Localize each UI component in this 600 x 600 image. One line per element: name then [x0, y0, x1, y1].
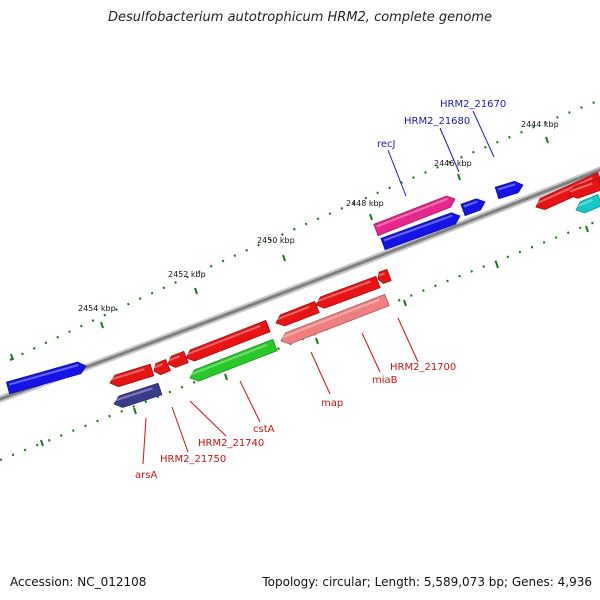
gene-label-csta[interactable]: cstA — [253, 424, 275, 435]
gene-reverse-21700[interactable] — [377, 268, 392, 284]
gene-reverse-arsA-b-highlight — [154, 363, 164, 369]
major-tick — [224, 373, 228, 381]
major-tick — [10, 353, 14, 361]
connector-map — [310, 351, 331, 395]
connector-miab — [361, 332, 381, 373]
major-tick — [369, 213, 373, 221]
tick-label-2446: 2446 kbp — [434, 159, 472, 168]
label-connectors — [142, 110, 495, 465]
major-tick — [457, 173, 461, 181]
connector-21750 — [171, 406, 189, 453]
major-ticks — [10, 136, 589, 447]
gene-forward-recj-lower-highlight — [383, 214, 453, 242]
tick-label-2454: 2454 kbp — [78, 304, 116, 313]
gene-forward-recj-highlight — [376, 197, 448, 228]
major-tick — [545, 136, 549, 144]
gene-reverse-cstA-rna[interactable] — [189, 338, 278, 382]
gene-label-21750[interactable]: HRM2_21750 — [160, 454, 226, 465]
major-tick — [100, 321, 104, 329]
major-tick — [495, 261, 499, 269]
gene-reverse-miaB-rna[interactable] — [280, 293, 390, 345]
gene-reverse-arsA-rna[interactable] — [113, 382, 163, 408]
gene-forward-recj-lower[interactable] — [380, 212, 461, 251]
gene-label-21670[interactable]: HRM2_21670 — [440, 99, 506, 110]
major-tick — [194, 287, 198, 295]
gene-reverse-right-lower[interactable] — [568, 177, 600, 199]
gene-forward-recj[interactable] — [373, 195, 456, 237]
connector-21740 — [189, 400, 227, 437]
connector-csta — [239, 380, 261, 423]
gene-reverse-right-highlight — [536, 177, 593, 205]
major-tick — [403, 299, 407, 307]
gene-label-arsa[interactable]: arsA — [135, 470, 157, 481]
accession-text: Accession: NC_012108 — [10, 575, 147, 589]
gene-forward-21670-highlight — [497, 183, 516, 191]
map-title: Desulfobacterium autotrophicum HRM2, com… — [107, 10, 493, 25]
gene-reverse-arsA-c-highlight — [168, 355, 180, 362]
gene-reverse-arsA-a-highlight — [110, 368, 145, 381]
gene-forward-21680[interactable] — [460, 198, 486, 217]
gene-reverse-miaB-rna-highlight — [281, 298, 380, 339]
tick-label-2452: 2452 kbp — [168, 270, 206, 279]
tick-label-2448: 2448 kbp — [346, 199, 384, 208]
gene-features — [5, 171, 600, 408]
gene-reverse-right-cyan[interactable] — [575, 193, 600, 214]
tick-label-2444: 2444 kbp — [521, 120, 559, 129]
major-tick — [40, 439, 44, 447]
gene-forward-21680-highlight — [463, 200, 478, 208]
outer-tick-arc — [9, 98, 600, 361]
gene-reverse-arsA-b[interactable] — [153, 358, 171, 376]
gene-reverse-right-cyan-highlight — [576, 198, 593, 208]
gene-forward-left-highlight — [8, 364, 79, 386]
gene-label-miab[interactable]: miaB — [372, 375, 398, 386]
gene-reverse-cstA[interactable] — [185, 319, 271, 362]
gene-label-21740[interactable]: HRM2_21740 — [198, 438, 264, 449]
major-tick — [133, 407, 137, 415]
gene-reverse-map[interactable] — [275, 300, 320, 327]
genome-summary-text: Topology: circular; Length: 5,589,073 bp… — [262, 575, 592, 589]
connector-recj — [387, 149, 407, 197]
gene-label-21680[interactable]: HRM2_21680 — [404, 116, 470, 127]
gene-forward-21670[interactable] — [494, 180, 524, 200]
gene-reverse-cstA-highlight — [186, 324, 261, 356]
gene-label-recj[interactable]: recJ — [377, 139, 396, 150]
inner-tick-arc — [0, 218, 600, 462]
connector-21670 — [472, 110, 495, 158]
gene-reverse-miaB[interactable] — [315, 275, 381, 309]
gene-reverse-right[interactable] — [535, 171, 600, 211]
connector-21700 — [397, 317, 419, 363]
connector-21680 — [439, 127, 460, 173]
tick-label-2450: 2450 kbp — [257, 236, 295, 245]
gene-reverse-arsA-c[interactable] — [167, 350, 189, 368]
connector-arsa — [142, 417, 147, 465]
gene-reverse-miaB-highlight — [316, 280, 371, 303]
gene-forward-left[interactable] — [5, 361, 87, 395]
gene-reverse-arsA-rna-highlight — [114, 387, 153, 402]
gene-reverse-right-lower-highlight — [569, 182, 593, 193]
major-tick — [315, 337, 319, 345]
major-tick — [282, 254, 286, 262]
gene-label-21700[interactable]: HRM2_21700 — [390, 362, 456, 373]
gene-reverse-cstA-rna-highlight — [190, 343, 268, 376]
gene-label-map[interactable]: map — [321, 398, 343, 409]
gene-reverse-map-highlight — [276, 305, 310, 321]
gene-reverse-arsA-a[interactable] — [109, 363, 155, 388]
major-tick — [585, 225, 589, 233]
gene-reverse-21700-highlight — [378, 272, 386, 277]
